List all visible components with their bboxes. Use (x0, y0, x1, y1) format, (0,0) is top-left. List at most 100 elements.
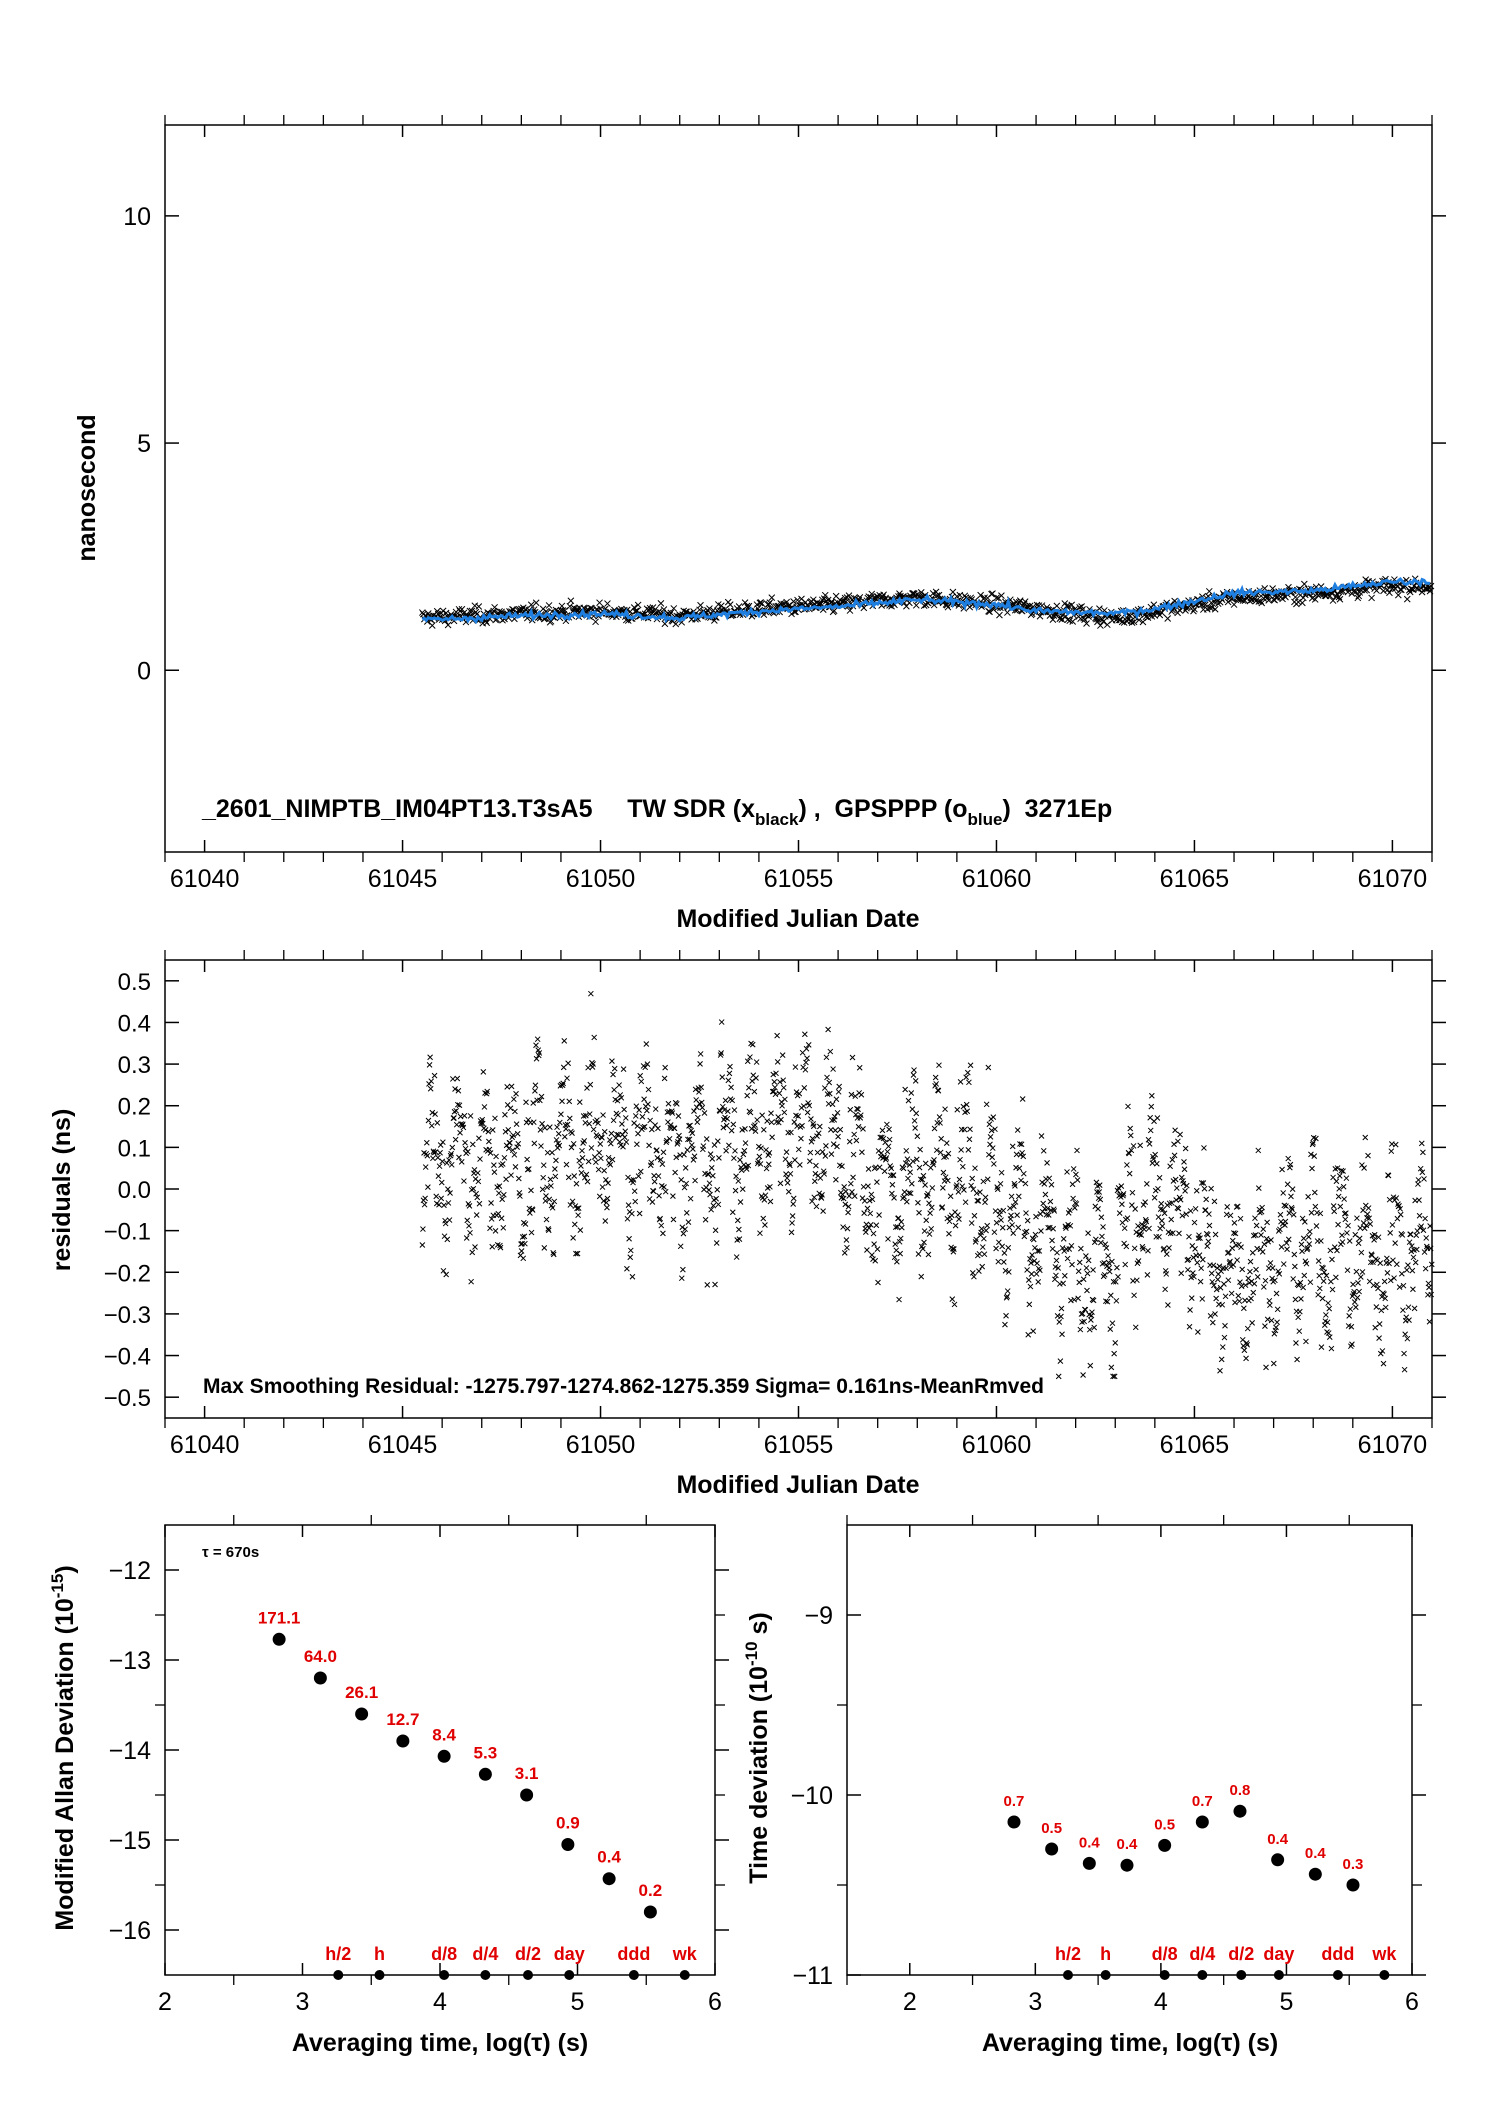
tw-sdr-point (566, 602, 574, 610)
residual-point (718, 1050, 724, 1056)
tw-sdr-point (1335, 593, 1343, 601)
residual-point (1103, 1245, 1110, 1251)
residual-point (1392, 1141, 1399, 1148)
residual-point (641, 1123, 648, 1130)
residual-point (757, 1230, 763, 1237)
residual-point (1423, 1235, 1430, 1241)
residual-point (1308, 1151, 1314, 1158)
residual-point (963, 1074, 969, 1081)
tw-sdr-point (766, 599, 774, 607)
residual-point (777, 1079, 783, 1085)
residual-point (827, 1048, 834, 1055)
residual-point (734, 1217, 741, 1224)
residual-point (846, 1193, 853, 1199)
residual-point (571, 1221, 578, 1228)
residual-point (626, 1235, 632, 1242)
residual-point (688, 1142, 695, 1148)
residual-point (1088, 1317, 1094, 1323)
y-tick-label: −11 (792, 1962, 833, 1990)
residual-point (1059, 1245, 1066, 1251)
residual-point (809, 1198, 815, 1205)
residual-point (1050, 1206, 1057, 1213)
residual-point (1297, 1279, 1304, 1286)
residual-point (1250, 1232, 1257, 1239)
deviation-value-label: 0.8 (1230, 1782, 1251, 1799)
deviation-point (1158, 1838, 1172, 1852)
residual-point (703, 1136, 710, 1142)
residual-point (761, 1197, 768, 1203)
residual-point (1380, 1360, 1387, 1367)
residual-point (733, 1173, 739, 1180)
residual-point (461, 1112, 468, 1119)
residual-point (1158, 1217, 1165, 1224)
residual-point (624, 1265, 630, 1272)
tw-sdr-point (1064, 616, 1072, 624)
residual-point (1194, 1329, 1201, 1335)
residual-point (1142, 1199, 1149, 1205)
residual-point (720, 1124, 727, 1131)
residual-point (660, 1149, 667, 1156)
residual-point (1226, 1249, 1232, 1256)
residual-point (1183, 1182, 1190, 1189)
residual-point (718, 1019, 725, 1025)
residual-point (1384, 1255, 1390, 1262)
residual-point (768, 1110, 774, 1117)
residual-point (605, 1180, 611, 1186)
x-tick-label: 61040 (170, 865, 240, 893)
residual-point (1009, 1222, 1016, 1228)
tw-sdr-point (1142, 613, 1150, 621)
residual-point (916, 1209, 922, 1216)
residual-point (953, 1184, 960, 1190)
residual-point (902, 1160, 909, 1166)
residual-point (855, 1123, 862, 1130)
residual-point (1182, 1145, 1189, 1152)
residual-point (1030, 1236, 1037, 1243)
residual-point (1318, 1344, 1325, 1351)
residual-point (1351, 1288, 1358, 1295)
residual-point (926, 1231, 933, 1237)
residual-point (1153, 1160, 1160, 1167)
residual-point (658, 1222, 665, 1229)
residual-point (752, 1122, 758, 1128)
residual-point (901, 1189, 908, 1195)
residual-point (456, 1154, 462, 1161)
period-marker-label: h/2 (325, 1944, 351, 1964)
residual-point (1147, 1127, 1154, 1134)
mdev-plot-frame (164, 1524, 716, 1976)
residual-point (1218, 1356, 1225, 1363)
residual-point (1206, 1211, 1212, 1217)
residual-point (971, 1212, 978, 1219)
residual-point (1132, 1206, 1139, 1212)
residual-point (1045, 1224, 1052, 1231)
residual-point (1127, 1132, 1134, 1139)
residual-point (510, 1132, 517, 1139)
residual-point (1153, 1233, 1160, 1240)
residual-point (969, 1269, 976, 1276)
residual-point (640, 1124, 646, 1131)
residual-point (1402, 1331, 1409, 1338)
residual-point (683, 1210, 690, 1216)
residual-point (820, 1208, 826, 1214)
residual-point (964, 1069, 971, 1076)
residual-point (1046, 1175, 1053, 1182)
residual-point (1078, 1245, 1084, 1252)
mdev-tau-note: τ = 670s (202, 1544, 259, 1561)
residual-point (637, 1072, 644, 1079)
residual-point (663, 1137, 670, 1144)
residual-point (834, 1143, 840, 1150)
x-tick-label: 61040 (170, 1431, 240, 1459)
residual-point (508, 1172, 514, 1179)
residual-point (828, 1126, 834, 1133)
residual-point (1405, 1262, 1411, 1268)
residual-point (566, 1115, 573, 1122)
residual-point (964, 1108, 971, 1115)
residual-point (1417, 1165, 1424, 1172)
residual-point (1315, 1291, 1321, 1298)
residual-point (1419, 1169, 1426, 1176)
residual-point (487, 1225, 493, 1232)
residual-point (435, 1173, 442, 1180)
residual-point (1112, 1278, 1119, 1285)
tw-sdr-point (1208, 604, 1216, 611)
residual-point (1396, 1202, 1402, 1209)
residual-point (1401, 1366, 1408, 1373)
